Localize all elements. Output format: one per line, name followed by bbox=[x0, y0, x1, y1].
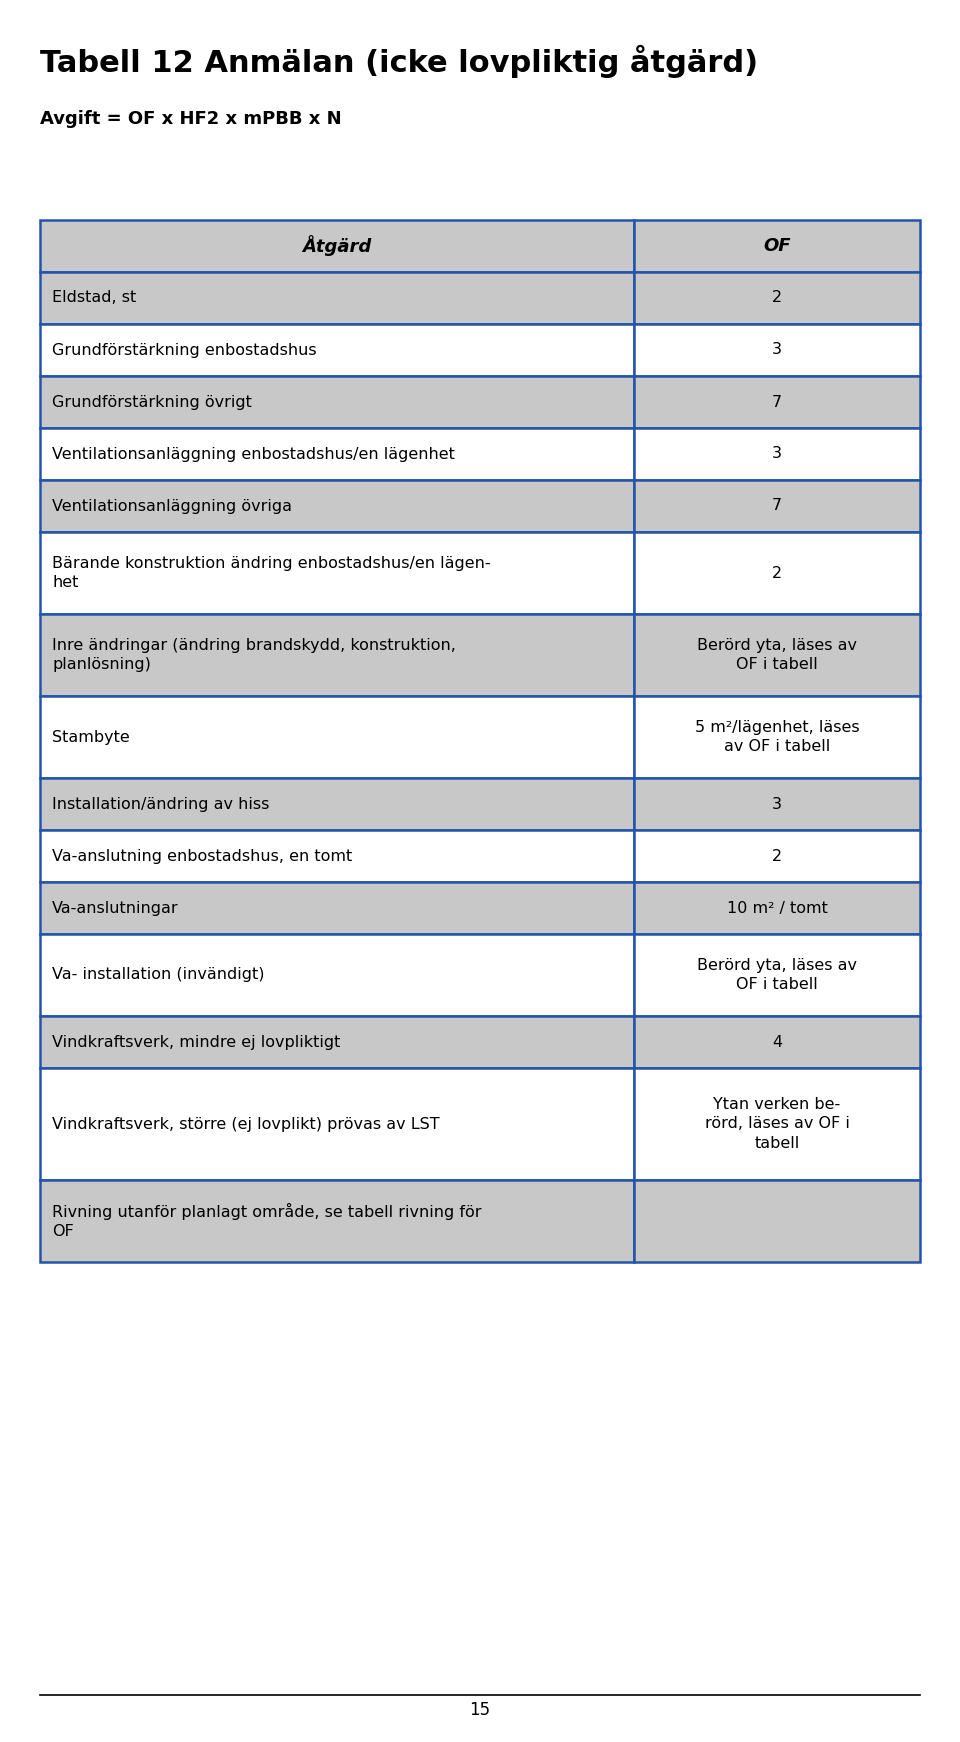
Text: Grundförstärkning övrigt: Grundförstärkning övrigt bbox=[52, 394, 252, 409]
Text: Eldstad, st: Eldstad, st bbox=[52, 291, 136, 305]
Text: 5 m²/lägenhet, läses
av OF i tabell: 5 m²/lägenhet, läses av OF i tabell bbox=[695, 719, 859, 754]
Text: Inre ändringar (ändring brandskydd, konstruktion,
planlösning): Inre ändringar (ändring brandskydd, kons… bbox=[52, 638, 456, 672]
Text: Va- installation (invändigt): Va- installation (invändigt) bbox=[52, 967, 265, 982]
Text: 2: 2 bbox=[772, 848, 782, 864]
Text: 15: 15 bbox=[469, 1700, 491, 1719]
Text: Installation/ändring av hiss: Installation/ändring av hiss bbox=[52, 796, 270, 812]
Text: 3: 3 bbox=[772, 343, 782, 357]
Text: Rivning utanför planlagt område, se tabell rivning för
OF: Rivning utanför planlagt område, se tabe… bbox=[52, 1204, 482, 1239]
Text: Avgift = OF x HF2 x mPBB x N: Avgift = OF x HF2 x mPBB x N bbox=[40, 110, 342, 127]
Text: Berörd yta, läses av
OF i tabell: Berörd yta, läses av OF i tabell bbox=[697, 958, 857, 993]
Text: Ytan verken be-
rörd, läses av OF i
tabell: Ytan verken be- rörd, läses av OF i tabe… bbox=[705, 1097, 850, 1151]
Text: Va-anslutning enbostadshus, en tomt: Va-anslutning enbostadshus, en tomt bbox=[52, 848, 352, 864]
Text: 3: 3 bbox=[772, 446, 782, 462]
Text: Grundförstärkning enbostadshus: Grundförstärkning enbostadshus bbox=[52, 343, 317, 357]
Text: Bärande konstruktion ändring enbostadshus/en lägen-
het: Bärande konstruktion ändring enbostadshu… bbox=[52, 556, 491, 591]
Text: 2: 2 bbox=[772, 566, 782, 580]
Text: Ventilationsanläggning enbostadshus/en lägenhet: Ventilationsanläggning enbostadshus/en l… bbox=[52, 446, 455, 462]
Text: 2: 2 bbox=[772, 291, 782, 305]
Text: Va-anslutningar: Va-anslutningar bbox=[52, 901, 179, 916]
Text: 7: 7 bbox=[772, 498, 782, 514]
Text: Berörd yta, läses av
OF i tabell: Berörd yta, läses av OF i tabell bbox=[697, 638, 857, 672]
Text: Vindkraftsverk, mindre ej lovpliktigt: Vindkraftsverk, mindre ej lovpliktigt bbox=[52, 1035, 341, 1049]
Text: 10 m² / tomt: 10 m² / tomt bbox=[727, 901, 828, 916]
Text: 3: 3 bbox=[772, 796, 782, 812]
Text: 4: 4 bbox=[772, 1035, 782, 1049]
Text: Åtgärd: Åtgärd bbox=[302, 235, 372, 256]
Text: Vindkraftsverk, större (ej lovplikt) prövas av LST: Vindkraftsverk, större (ej lovplikt) prö… bbox=[52, 1117, 440, 1132]
Text: Tabell 12 Anmälan (icke lovpliktig åtgärd): Tabell 12 Anmälan (icke lovpliktig åtgär… bbox=[40, 45, 758, 78]
Text: OF: OF bbox=[763, 237, 791, 254]
Text: Stambyte: Stambyte bbox=[52, 730, 130, 744]
Text: Ventilationsanläggning övriga: Ventilationsanläggning övriga bbox=[52, 498, 292, 514]
Text: 7: 7 bbox=[772, 394, 782, 409]
